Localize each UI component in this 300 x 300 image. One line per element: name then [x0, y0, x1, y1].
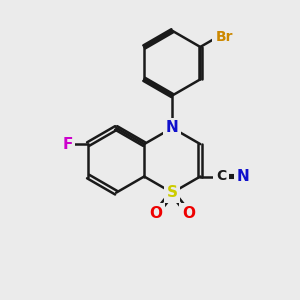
Text: N: N — [237, 169, 249, 184]
Text: C: C — [216, 169, 226, 184]
Text: O: O — [182, 206, 195, 221]
Text: S: S — [167, 185, 178, 200]
Text: F: F — [62, 136, 73, 152]
Text: N: N — [166, 120, 178, 135]
Text: O: O — [149, 206, 163, 221]
Text: Br: Br — [215, 30, 233, 44]
